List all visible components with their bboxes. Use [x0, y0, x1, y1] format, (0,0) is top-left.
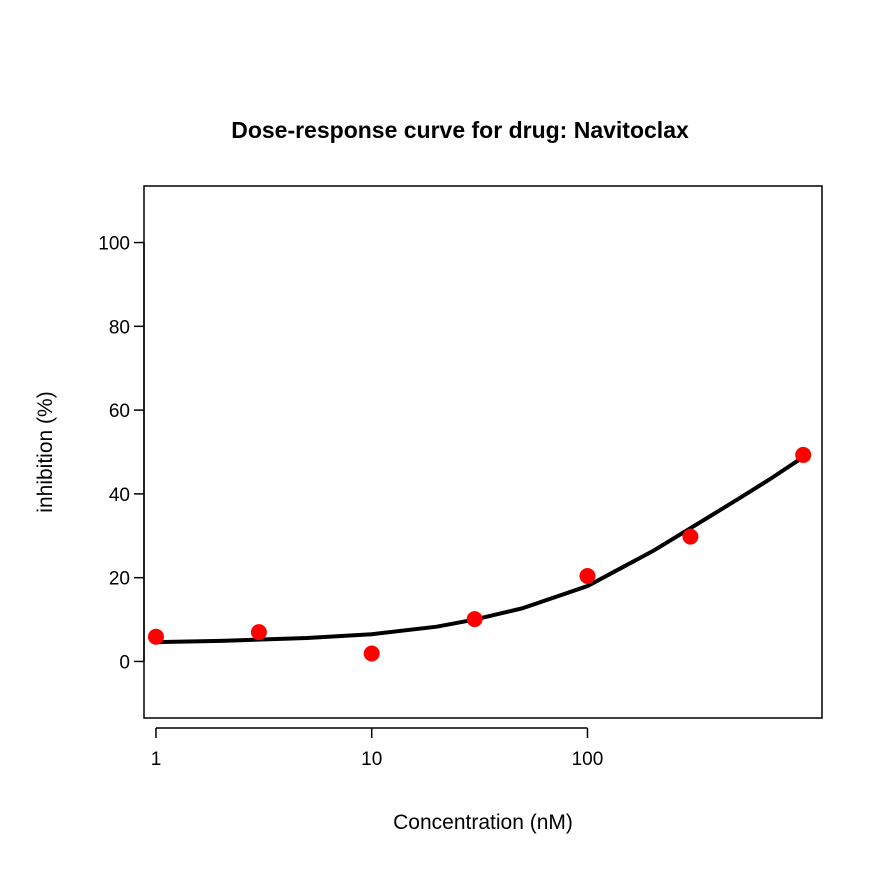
x-tick-label: 1 [151, 749, 162, 770]
data-point [682, 528, 699, 545]
data-point [147, 628, 164, 645]
fitted-curve [153, 455, 806, 645]
y-tick-label: 40 [109, 485, 130, 506]
x-tick-label: 100 [572, 749, 604, 770]
y-tick-label: 80 [109, 317, 130, 338]
data-point [579, 567, 596, 584]
chart-title: Dose-response curve for drug: Navitoclax [231, 117, 689, 143]
data-point [795, 446, 812, 463]
data-point [250, 624, 267, 641]
y-tick-label: 0 [119, 652, 130, 673]
data-point [363, 645, 380, 662]
x-axis-title: Concentration (nM) [393, 811, 573, 834]
y-axis: 0 20 40 60 80 100 [98, 234, 145, 673]
x-axis: 1 10 100 [151, 727, 604, 770]
y-tick-label: 60 [109, 401, 130, 422]
y-axis-title: inhibition (%) [34, 391, 57, 512]
data-point [466, 611, 483, 628]
x-tick-label: 10 [361, 749, 382, 770]
y-tick-label: 100 [98, 234, 130, 255]
series-layer [147, 446, 812, 662]
y-tick-label: 20 [109, 569, 130, 590]
